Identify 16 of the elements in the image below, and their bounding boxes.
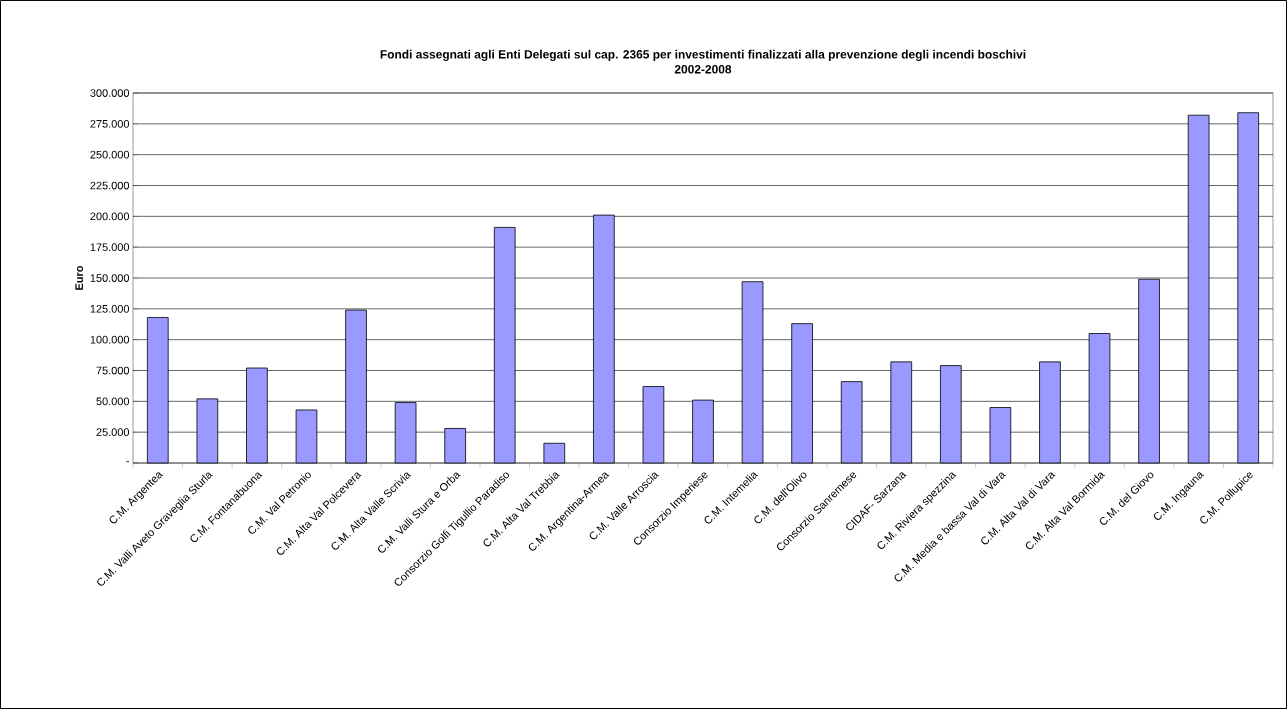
y-tick-label: 25.000 xyxy=(96,428,130,437)
y-tick-label: - xyxy=(126,461,129,463)
y-tick-label: 300.000 xyxy=(90,89,130,97)
y-axis-title: Euro xyxy=(75,265,84,290)
y-tick-label: 175.000 xyxy=(90,243,130,252)
y-tick-label: 225.000 xyxy=(90,181,130,190)
chart-title: Fondi assegnati agli Enti Delegati sul cap. 2365 per investimenti finalizzati alla prevenzione degli incendi boschivi xyxy=(380,49,1026,61)
y-tick-label: 275.000 xyxy=(90,119,130,128)
y-tick-label: 50.000 xyxy=(96,397,130,406)
y-tick-label: 150.000 xyxy=(90,274,130,282)
y-tick-label: 125.000 xyxy=(90,304,130,313)
y-tick-label: 75.000 xyxy=(96,366,130,375)
y-tick-label: 100.000 xyxy=(90,335,130,344)
chart-subtitle: 2002-2008 xyxy=(674,65,732,74)
y-tick-label: 200.000 xyxy=(90,212,130,221)
y-tick-label: 250.000 xyxy=(90,150,130,159)
